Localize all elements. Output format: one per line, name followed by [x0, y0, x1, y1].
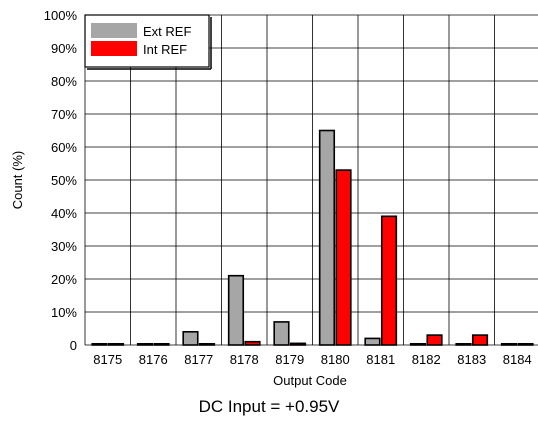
bar-int-ref	[426, 334, 443, 346]
axis-layer: 0 10% 20% 30% 40% 50% 60% 70% 80% 90% 100% 8175 8176…	[44, 8, 532, 367]
x-tick-label: 8179	[275, 352, 304, 367]
bar-int-ref	[107, 342, 125, 346]
legend-label: Int REF	[143, 42, 187, 57]
x-tick-label: 8175	[93, 352, 122, 367]
y-tick-label: 90%	[51, 41, 77, 56]
legend: Ext REF Int REF	[84, 14, 212, 70]
y-tick-label: 80%	[51, 74, 77, 89]
y-tick-label: 100%	[44, 8, 78, 23]
y-tick-label: 70%	[51, 107, 77, 122]
x-tick-label: 8177	[184, 352, 213, 367]
histogram-chart: 0 10% 20% 30% 40% 50% 60% 70% 80% 90% 100% 8175 8176…	[10, 8, 538, 388]
y-tick-label: 20%	[51, 272, 77, 287]
y-tick-label: 30%	[51, 239, 77, 254]
bar-ext-ref	[455, 342, 472, 346]
bar-int-ref	[380, 215, 398, 346]
y-tick-label: 50%	[51, 173, 77, 188]
bar-int-ref	[289, 342, 307, 346]
x-tick-label: 8176	[139, 352, 168, 367]
bars-layer	[91, 129, 534, 346]
x-tick-label: 8183	[457, 352, 486, 367]
bar-ext-ref	[136, 342, 154, 346]
legend-label: Ext REF	[143, 24, 191, 39]
bar-int-ref	[517, 342, 534, 346]
bar-ext-ref	[500, 342, 518, 346]
x-tick-label: 8184	[503, 352, 532, 367]
x-tick-label: 8178	[230, 352, 259, 367]
x-tick-label: 8181	[366, 352, 395, 367]
legend-swatch	[91, 23, 137, 38]
bar-ext-ref	[182, 330, 199, 346]
bar-int-ref	[198, 342, 216, 346]
bar-ext-ref	[273, 321, 290, 346]
x-axis-label: Output Code	[273, 373, 347, 388]
y-tick-label: 40%	[51, 206, 77, 221]
bar-int-ref	[244, 340, 261, 346]
bar-int-ref	[471, 334, 489, 346]
bar-int-ref	[335, 169, 352, 346]
legend-swatch	[91, 41, 137, 56]
y-tick-label: 10%	[51, 305, 77, 320]
x-tick-label: 8180	[321, 352, 350, 367]
bar-int-ref	[153, 342, 170, 346]
bar-ext-ref	[91, 342, 108, 346]
bar-ext-ref	[364, 337, 381, 346]
y-axis-label: Count (%)	[10, 151, 25, 210]
x-tick-label: 8182	[412, 352, 441, 367]
bar-ext-ref	[409, 342, 427, 346]
bar-ext-ref	[318, 129, 336, 346]
y-tick-label: 60%	[51, 140, 77, 155]
caption: DC Input = +0.95V	[198, 397, 340, 416]
bar-ext-ref	[227, 274, 245, 346]
y-tick-label: 0	[70, 338, 77, 353]
